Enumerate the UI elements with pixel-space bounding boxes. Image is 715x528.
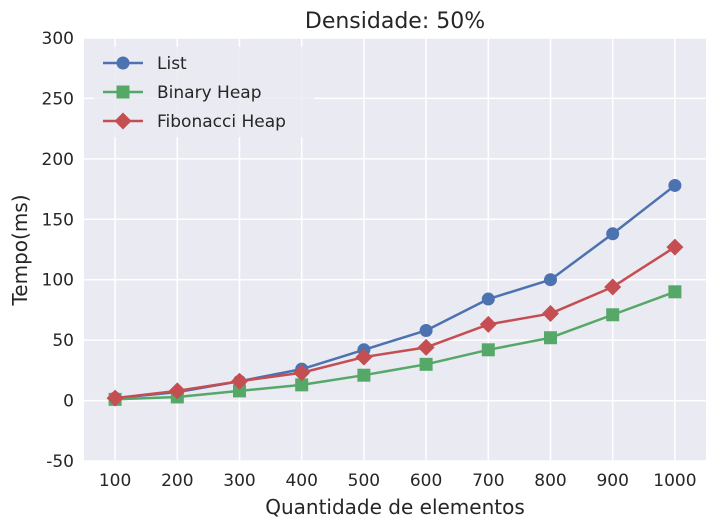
y-tick-label: 50 [52, 331, 74, 351]
y-tick-label: -50 [46, 452, 74, 472]
data-point-binary-heap [481, 343, 495, 357]
x-tick-label: 1000 [653, 471, 696, 491]
data-point-binary-heap [233, 384, 246, 398]
data-point-list [481, 292, 495, 306]
y-axis-ticks: -50 0 50 100 150 200 250 300 [42, 29, 74, 472]
data-point-fibonacci-heap [666, 238, 684, 256]
x-axis-ticks: 100 200 300 400 500 600 700 800 900 1000 [99, 471, 697, 491]
legend-label-binary-heap: Binary Heap [157, 83, 261, 103]
series-line-binary-heap [115, 290, 676, 401]
data-point-fibonacci-heap [168, 382, 186, 400]
data-point-list [668, 178, 682, 192]
x-tick-label: 500 [348, 471, 380, 491]
data-point-binary-heap [668, 285, 682, 299]
x-tick-label: 300 [223, 471, 255, 491]
y-tick-label: 100 [42, 271, 74, 291]
data-point-binary-heap [357, 368, 371, 382]
legend-label-fibonacci-heap: Fibonacci Heap [157, 112, 286, 132]
data-point-list [544, 273, 557, 287]
data-point-binary-heap [419, 357, 433, 371]
data-point-fibonacci-heap [355, 348, 373, 366]
x-tick-label: 200 [161, 471, 193, 491]
data-point-fibonacci-heap [604, 278, 622, 296]
legend-marker-list [116, 56, 130, 70]
x-tick-label: 600 [410, 471, 442, 491]
data-point-binary-heap [295, 378, 309, 392]
series-layer [106, 178, 684, 407]
x-tick-label: 100 [99, 471, 131, 491]
data-point-list [419, 323, 433, 337]
y-tick-label: 150 [42, 210, 74, 230]
legend: List Binary Heap Fibonacci Heap [94, 47, 314, 137]
x-tick-label: 400 [285, 471, 317, 491]
series-fibonacci-heap [106, 238, 684, 407]
data-point-fibonacci-heap [106, 389, 124, 407]
data-point-fibonacci-heap [417, 338, 435, 356]
data-point-fibonacci-heap [293, 364, 311, 382]
legend-box [94, 47, 314, 137]
data-point-list [606, 227, 620, 241]
legend-label-list: List [157, 54, 187, 74]
x-tick-label: 900 [596, 471, 628, 491]
data-point-fibonacci-heap [479, 315, 497, 333]
data-point-fibonacci-heap [542, 305, 559, 323]
chart-title: Densidade: 50% [305, 9, 485, 34]
x-tick-label: 800 [534, 471, 566, 491]
x-axis-label: Quantidade de elementos [265, 495, 525, 519]
y-tick-label: 250 [42, 89, 74, 109]
data-point-binary-heap [606, 308, 620, 322]
x-tick-label: 700 [472, 471, 504, 491]
legend-marker-binary-heap [116, 85, 130, 99]
series-line-fibonacci-heap [114, 246, 676, 400]
y-tick-label: 0 [63, 392, 74, 412]
legend-marker-fibonacci-heap [114, 112, 132, 130]
y-tick-label: 200 [42, 150, 74, 170]
y-tick-label: 300 [42, 29, 74, 49]
data-point-fibonacci-heap [231, 372, 248, 390]
data-point-binary-heap [544, 331, 557, 345]
y-axis-label: Tempo(ms) [8, 194, 32, 306]
